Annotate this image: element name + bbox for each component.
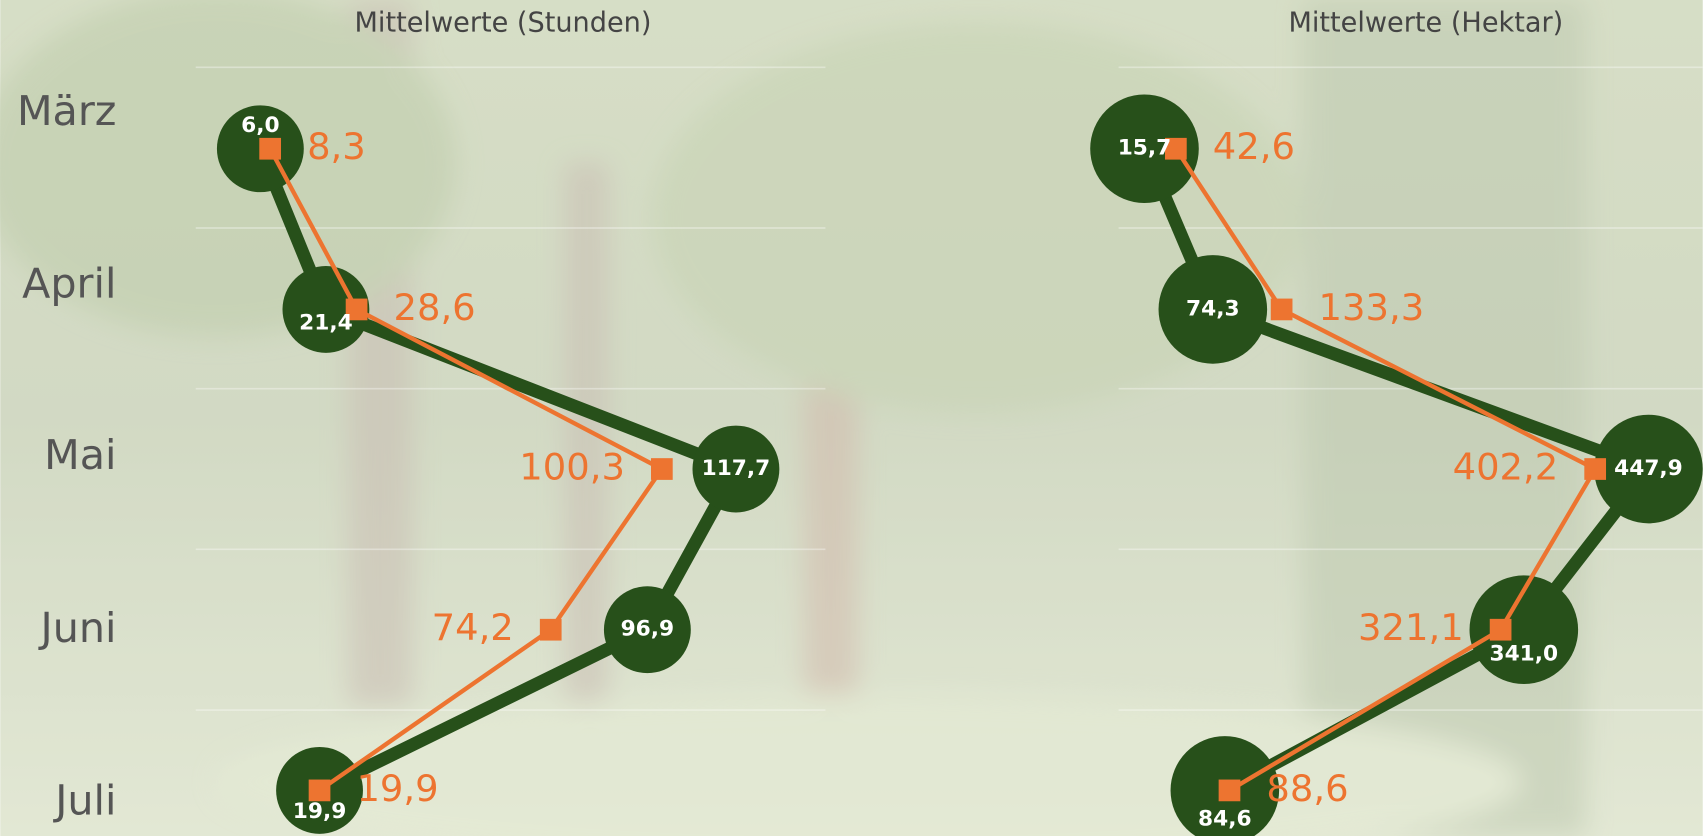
bubble xyxy=(1469,575,1579,684)
bubble xyxy=(692,425,780,513)
data-label: 8,3 xyxy=(307,125,366,168)
bubble xyxy=(282,266,370,353)
data-label: 96,9 xyxy=(621,617,675,642)
data-label: 88,6 xyxy=(1266,767,1348,810)
marker xyxy=(1165,137,1187,160)
data-label: 74,2 xyxy=(432,606,514,649)
marker xyxy=(345,298,368,321)
marker xyxy=(650,458,673,480)
marker xyxy=(1584,458,1607,480)
marker xyxy=(308,779,331,802)
marker xyxy=(259,137,282,160)
marker xyxy=(1270,298,1293,321)
data-label: 133,3 xyxy=(1319,286,1425,329)
row-label: Mai xyxy=(44,431,116,479)
marker xyxy=(1218,779,1241,802)
bubble xyxy=(1158,255,1268,364)
data-label: 21,4 xyxy=(299,311,353,336)
row-label: März xyxy=(17,87,116,135)
row-label: Juni xyxy=(38,604,117,652)
bubble xyxy=(603,586,691,674)
data-label: 321,1 xyxy=(1358,606,1464,649)
marker xyxy=(539,618,562,641)
data-label: 84,6 xyxy=(1198,807,1252,832)
data-label: 19,9 xyxy=(293,799,347,824)
data-label: 42,6 xyxy=(1213,125,1295,168)
data-label: 15,7 xyxy=(1118,136,1172,161)
data-label: 28,6 xyxy=(393,286,475,329)
data-label: 447,9 xyxy=(1614,456,1683,481)
data-label: 100,3 xyxy=(519,446,625,489)
data-label: 402,2 xyxy=(1453,446,1559,489)
bubble xyxy=(1090,94,1199,204)
bubble xyxy=(1594,414,1703,524)
chart-title: Mittelwerte (Hektar) xyxy=(1288,7,1563,38)
chart-title: Mittelwerte (Stunden) xyxy=(355,7,652,38)
marker xyxy=(1489,618,1512,641)
row-label: Juli xyxy=(52,776,116,824)
data-label: 74,3 xyxy=(1186,296,1240,321)
data-label: 117,7 xyxy=(702,456,771,481)
row-label: April xyxy=(22,260,116,308)
data-label: 341,0 xyxy=(1489,642,1558,667)
data-label: 6,0 xyxy=(241,113,279,138)
data-label: 19,9 xyxy=(356,767,438,810)
